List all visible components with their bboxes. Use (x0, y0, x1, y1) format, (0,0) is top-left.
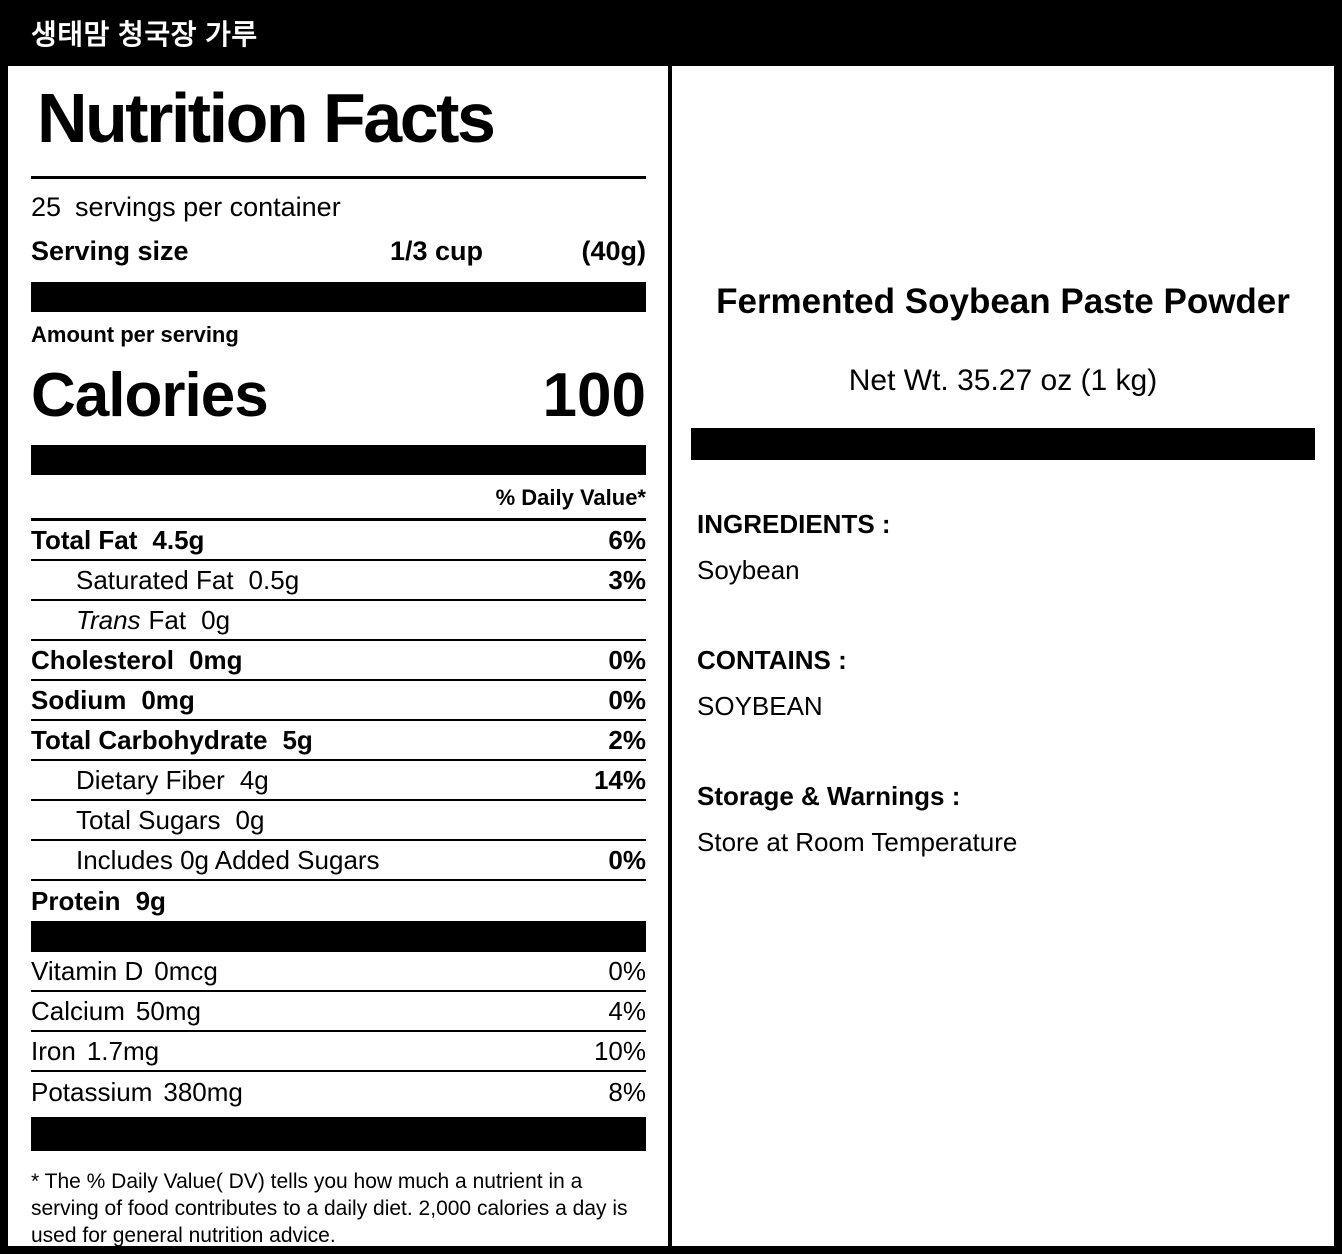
divider-bar (31, 921, 646, 952)
nutrient-name: Sodium (31, 684, 127, 715)
servings-text: servings per container (75, 192, 341, 222)
ingredients-section: INGREDIENTS : Soybean (697, 509, 1315, 586)
nutrient-dv: 3% (608, 564, 646, 595)
vitamin-row-potassium: Potassium 380mg 8% (31, 1072, 646, 1112)
top-bar: 생태맘 청국장 가루 (0, 0, 1342, 66)
storage-warnings-heading: Storage & Warnings : (697, 781, 961, 811)
divider-bar (31, 282, 646, 312)
nutrient-dv: 0% (608, 844, 646, 875)
vitamin-dv: 4% (608, 995, 646, 1026)
nutrient-row-added-sugars: Includes 0g Added Sugars 0% (31, 841, 646, 881)
nutrient-dv: 2% (608, 724, 646, 755)
nutrient-amount: 0g (201, 604, 231, 635)
nutrient-dv: 6% (608, 524, 646, 555)
nutrient-row-cholesterol: Cholesterol 0mg 0% (31, 641, 646, 681)
nutrient-row-protein: Protein 9g (31, 881, 646, 921)
nutrition-facts-panel: Nutrition Facts 25 servings per container… (8, 66, 668, 1247)
nutrient-amount: 4g (239, 764, 269, 795)
nutrient-name: Saturated Fat (76, 564, 234, 595)
nutrient-amount: 0mg (141, 684, 195, 715)
storage-warnings-value: Store at Room Temperature (697, 827, 1018, 857)
vitamin-dv: 8% (608, 1076, 646, 1107)
serving-size-weight: (40g) (581, 236, 646, 266)
storage-warnings-section: Storage & Warnings : Store at Room Tempe… (697, 781, 1315, 858)
daily-value-header: % Daily Value* (31, 475, 646, 521)
ingredients-value: Soybean (697, 555, 800, 585)
amount-per-serving-label: Amount per serving (31, 322, 239, 347)
nutrient-name: Dietary Fiber (76, 764, 225, 795)
nutrient-row-saturated-fat: Saturated Fat 0.5g 3% (31, 561, 646, 601)
nutrient-name: Protein (31, 885, 121, 916)
nutrient-amount: 0.5g (248, 564, 300, 595)
nutrient-row-sodium: Sodium 0mg 0% (31, 681, 646, 721)
vitamin-name: Potassium (31, 1076, 153, 1107)
vitamin-amount: 50mg (135, 995, 201, 1026)
nutrient-row-total-sugars: Total Sugars 0g (31, 801, 646, 841)
vitamin-dv: 10% (593, 1035, 646, 1066)
nutrient-name: Includes 0g Added Sugars (76, 844, 380, 875)
divider-bar (691, 428, 1315, 460)
serving-size-value: 1/3 cup (390, 236, 484, 266)
title-block: Nutrition Facts (31, 79, 646, 179)
vitamin-dv: 0% (608, 955, 646, 986)
calories-value: 100 (542, 361, 646, 430)
nutrient-row-trans-fat: Trans Fat 0g (31, 601, 646, 641)
calories-label: Calories (31, 361, 269, 430)
product-name: Fermented Soybean Paste Powder (716, 282, 1290, 321)
servings-count: 25 (31, 192, 62, 222)
calories-row: Calories 100 (31, 360, 646, 431)
nutrient-row-total-fat: Total Fat 4.5g 6% (31, 521, 646, 561)
nutrient-dv: 0% (608, 684, 646, 715)
net-weight: Net Wt. 35.27 oz (1 kg) (848, 364, 1158, 397)
vitamin-amount: 0mcg (154, 955, 218, 986)
korean-product-title: 생태맘 청국장 가루 (31, 19, 258, 50)
label-panels: Nutrition Facts 25 servings per container… (0, 66, 1342, 1247)
vitamin-name: Vitamin D (31, 955, 144, 986)
nutrient-dv: 0% (608, 644, 646, 675)
nutrition-facts-title: Nutrition Facts (37, 79, 496, 157)
serving-size-label: Serving size (31, 236, 189, 266)
nutrient-amount: 4.5g (152, 524, 205, 555)
divider-bar (31, 1117, 646, 1151)
nutrient-amount: 0g (235, 804, 265, 835)
daily-value-footnote: * The % Daily Value( DV) tells you how m… (31, 1170, 628, 1247)
vitamin-row-calcium: Calcium 50mg 4% (31, 992, 646, 1032)
nutrient-amount: 0mg (189, 644, 243, 675)
product-info-panel: Fermented Soybean Paste Powder Net Wt. 3… (672, 66, 1334, 1246)
divider-bar (31, 445, 646, 475)
nutrient-name: Cholesterol (31, 644, 175, 675)
nutrient-name: Fat (148, 604, 187, 635)
vitamin-name: Calcium (31, 995, 125, 1026)
nutrient-amount: 5g (282, 724, 313, 755)
nutrient-name: Total Carbohydrate (31, 724, 268, 755)
servings-per-container: 25 servings per container (31, 192, 646, 223)
nutrient-amount: 9g (135, 885, 166, 916)
serving-size-row: Serving size 1/3 cup (40g) (31, 236, 646, 267)
vitamin-amount: 380mg (163, 1076, 243, 1107)
nutrient-dv: 14% (593, 764, 646, 795)
nutrient-name: Total Fat (31, 524, 138, 555)
contains-section: CONTAINS : SOYBEAN (697, 645, 1315, 722)
nutrient-row-total-carbohydrate: Total Carbohydrate 5g 2% (31, 721, 646, 761)
vitamin-amount: 1.7mg (86, 1035, 160, 1066)
nutrient-row-dietary-fiber: Dietary Fiber 4g 14% (31, 761, 646, 801)
vitamin-name: Iron (31, 1035, 76, 1066)
ingredients-heading: INGREDIENTS : (697, 509, 891, 539)
nutrient-name-italic: Trans (76, 604, 141, 635)
contains-value: SOYBEAN (697, 691, 823, 721)
nutrient-name: Total Sugars (76, 804, 221, 835)
contains-heading: CONTAINS : (697, 645, 847, 675)
vitamin-row-iron: Iron 1.7mg 10% (31, 1032, 646, 1072)
vitamin-row-vitamin-d: Vitamin D 0mcg 0% (31, 952, 646, 992)
